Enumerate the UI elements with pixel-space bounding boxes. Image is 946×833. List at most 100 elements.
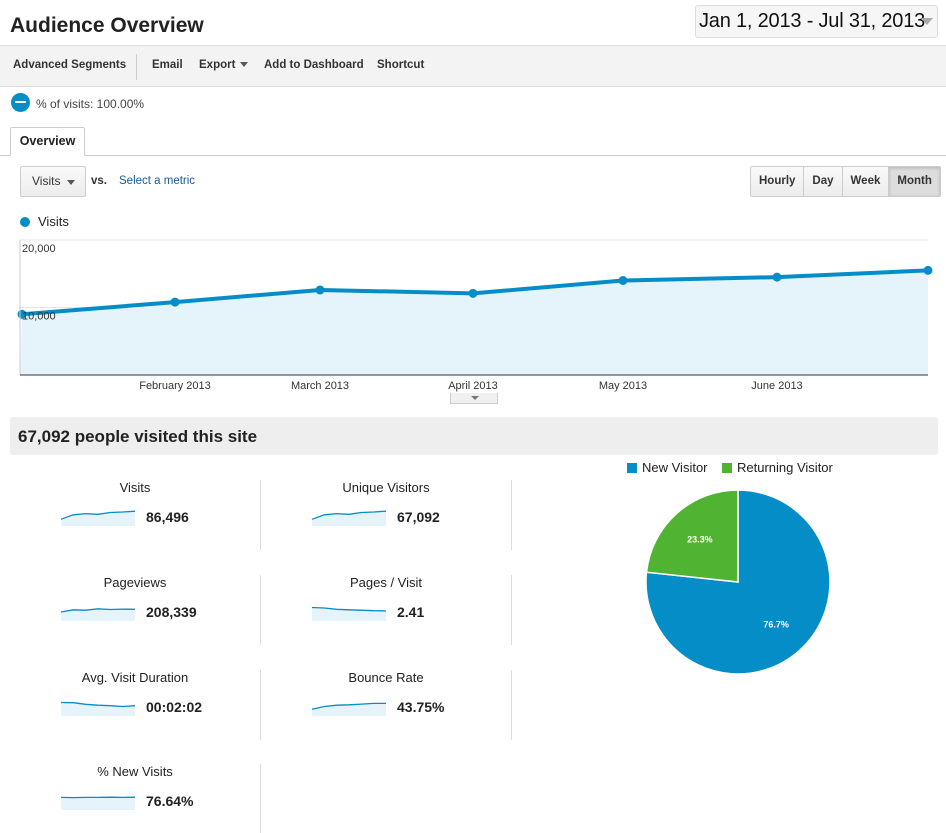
metric-divider (511, 575, 512, 645)
visits-line-chart: 20,000 10,000 February 2013 March 2013 April… (17, 239, 933, 392)
segment-pie-icon (11, 93, 30, 112)
sparkline-line (311, 702, 386, 710)
page-title: Audience Overview (10, 14, 204, 37)
x-tick-label: February 2013 (139, 380, 211, 392)
sparkline-area (312, 703, 386, 716)
x-tick-label: March 2013 (291, 380, 349, 392)
sparkline (311, 606, 387, 621)
sparkline (60, 608, 136, 621)
week-button[interactable]: Week (842, 167, 890, 196)
metric-tile[interactable]: Avg. Visit Duration 00:02:02 (10, 670, 260, 740)
sparkline (311, 702, 386, 716)
data-point-5[interactable] (772, 272, 782, 282)
sparkline-area (61, 702, 135, 716)
pie-slice-returning-visitor[interactable] (645, 489, 739, 583)
chevron-down-icon (240, 62, 249, 68)
sparkline (60, 796, 136, 810)
visitors-headline: 67,092 people visited this site (18, 427, 258, 446)
data-point-2[interactable] (315, 285, 325, 295)
add-to-dashboard-button[interactable]: Add to Dashboard (264, 59, 364, 71)
metric-label: Visits (119, 480, 151, 495)
metric-value: 43.75% (397, 699, 445, 715)
day-button[interactable]: Day (804, 167, 843, 196)
export-button[interactable]: Export (199, 59, 249, 71)
chart-resize-handle[interactable] (450, 393, 498, 404)
metric-dropdown[interactable]: Visits (20, 166, 86, 197)
date-range-picker[interactable]: Jan 1, 2013 - Jul 31, 2013 (695, 5, 938, 38)
metric-tile[interactable]: Visits 86,496 (10, 480, 260, 550)
visits-legend-dot (20, 217, 30, 227)
legend-returning-visitor: Returning Visitor (722, 460, 833, 475)
data-point-1[interactable] (170, 297, 180, 307)
pie-slice-new-visitor[interactable] (645, 489, 831, 675)
visits-legend-label: Visits (38, 214, 69, 229)
y-tick-label: 20,000 (22, 243, 56, 255)
chevron-down-icon (67, 180, 75, 185)
sparkline-line (311, 510, 387, 520)
granularity-toggle: Hourly Day Week Month (750, 166, 941, 197)
tab-baseline (0, 155, 946, 156)
metric-tile[interactable]: Pageviews 208,339 (10, 575, 260, 645)
metric-tile[interactable]: Bounce Rate 43.75% (261, 670, 511, 740)
metric-label: % New Visits (97, 764, 173, 779)
data-point-3[interactable] (468, 288, 478, 298)
sparkline-line (311, 606, 387, 612)
data-point-4[interactable] (618, 276, 628, 285)
metric-label: Pageviews (103, 575, 167, 590)
data-point-6[interactable] (923, 265, 933, 275)
date-range-label: Jan 1, 2013 - Jul 31, 2013 (699, 10, 926, 32)
metric-label: Avg. Visit Duration (81, 670, 189, 685)
sparkline-line (60, 701, 136, 708)
metric-value: 76.64% (146, 793, 194, 809)
returning-visitor-label: Returning Visitor (737, 460, 833, 475)
segment-label: % of visits: 100.00% (36, 97, 145, 111)
pie-slice-label: 76.7% (763, 619, 789, 629)
metric-value: 86,496 (146, 509, 189, 525)
new-visitor-label: New Visitor (642, 460, 708, 475)
sparkline (311, 510, 387, 526)
metric-label: Unique Visitors (342, 480, 430, 495)
metric-value: 2.41 (397, 604, 425, 620)
sparkline-area (61, 608, 135, 621)
shortcut-button[interactable]: Shortcut (377, 59, 425, 71)
returning-visitor-swatch (722, 462, 732, 473)
export-label: Export (199, 59, 236, 71)
metric-label: Bounce Rate (348, 670, 424, 685)
select-metric-link[interactable]: Select a metric (119, 175, 196, 187)
metric-divider (511, 670, 512, 740)
hourly-button[interactable]: Hourly (751, 167, 805, 196)
sparkline-area (312, 511, 386, 526)
metric-value: 67,092 (397, 509, 440, 525)
toolbar-divider (136, 54, 137, 80)
tab-overview[interactable]: Overview (10, 127, 85, 156)
legend-new-visitor: New Visitor (627, 460, 708, 475)
sparkline-area (61, 797, 135, 810)
metric-tile[interactable]: Pages / Visit 2.41 (261, 575, 511, 645)
metric-divider (260, 575, 261, 645)
chevron-down-icon[interactable] (921, 18, 933, 25)
vs-label: vs. (91, 175, 107, 187)
new-visitor-swatch (627, 462, 637, 473)
x-tick-label: June 2013 (751, 380, 802, 392)
metric-divider (260, 480, 261, 550)
metric-tile[interactable]: Unique Visitors 67,092 (261, 480, 511, 550)
metric-tile[interactable]: % New Visits 76.64% (10, 764, 260, 833)
visitor-type-pie-chart: 76.7% 23.3% (645, 489, 831, 675)
month-button[interactable]: Month (889, 167, 940, 196)
email-button[interactable]: Email (152, 59, 183, 71)
metric-label: Pages / Visit (349, 575, 423, 590)
metric-value: 208,339 (146, 604, 197, 620)
metric-divider (260, 764, 261, 833)
sparkline-line (60, 510, 136, 520)
x-tick-label: April 2013 (448, 380, 498, 392)
summary-bar: 67,092 people visited this site (10, 417, 938, 455)
y-tick-label: 10,000 (22, 311, 56, 323)
sparkline-line (60, 608, 136, 613)
metric-divider (260, 670, 261, 740)
sparkline-area (61, 511, 135, 526)
sparkline (60, 510, 136, 526)
advanced-segments-button[interactable]: Advanced Segments (13, 59, 127, 71)
sparkline (60, 701, 136, 716)
toolbar: Advanced Segments Email Export Add to Da… (0, 45, 946, 87)
